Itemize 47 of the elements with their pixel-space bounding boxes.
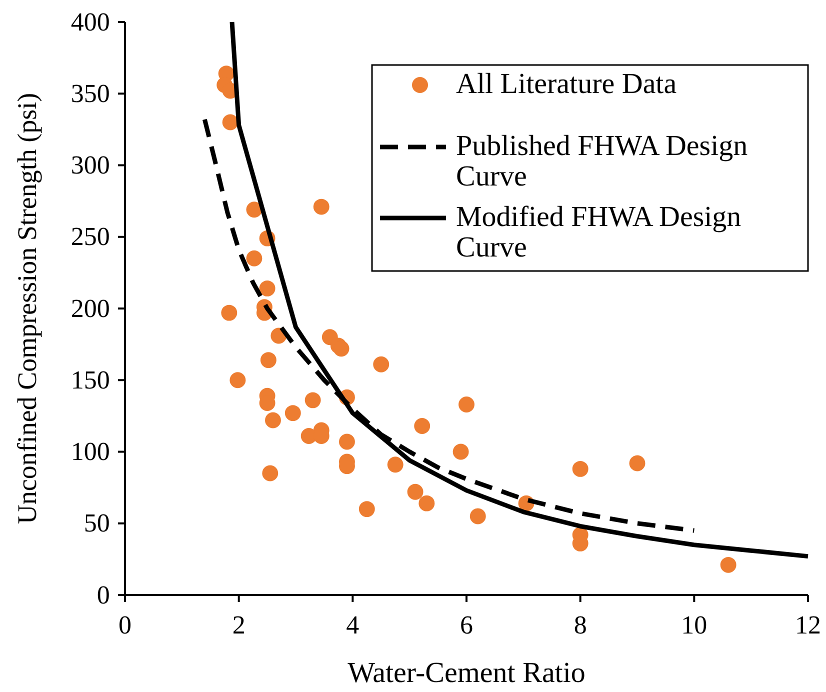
x-tick-label: 0 [118,610,132,640]
point [338,434,355,450]
x-tick-label: 10 [681,610,708,640]
y-tick-label: 250 [70,222,110,252]
point [230,372,246,388]
y-tick-label: 350 [70,78,110,108]
point [313,198,330,215]
point [572,460,588,477]
y-tick-label: 0 [96,580,110,610]
point [265,412,281,428]
point [358,501,375,518]
point [284,405,301,422]
x-tick-label: 4 [346,610,360,640]
point [262,465,278,482]
x-tick-label: 6 [460,610,473,640]
y-tick-label: 300 [70,150,110,180]
x-axis-title: Water-Cement Ratio [348,657,586,689]
point [418,495,435,512]
point [246,202,262,218]
y-tick-label: 50 [84,508,110,538]
point [407,484,424,500]
y-tick-label: 150 [70,365,110,394]
point [414,418,430,434]
point [373,356,390,372]
y-axis-title: Unconfined Compression Strength (psi) [12,92,42,524]
y-tick-label: 100 [70,437,110,466]
point [260,352,276,368]
point [387,456,404,473]
point [221,304,238,321]
x-tick-label: 8 [574,610,587,640]
legend-label: Modified FHWA Design Curve [456,201,742,264]
point [458,396,474,412]
point [222,114,238,130]
y-tick-label: 400 [70,7,110,36]
x-tick-label: 12 [795,610,821,640]
x-tick-label: 2 [232,610,246,640]
point [470,508,486,524]
point [452,444,469,460]
point [333,340,350,357]
point [246,250,262,266]
legend-label: Published FHWA Design Curve [456,130,748,192]
point [720,556,736,573]
y-tick-label: 200 [70,294,110,323]
point [629,455,646,472]
legend-label: All Literature Data [456,68,677,100]
point [304,392,321,408]
point [259,280,276,296]
